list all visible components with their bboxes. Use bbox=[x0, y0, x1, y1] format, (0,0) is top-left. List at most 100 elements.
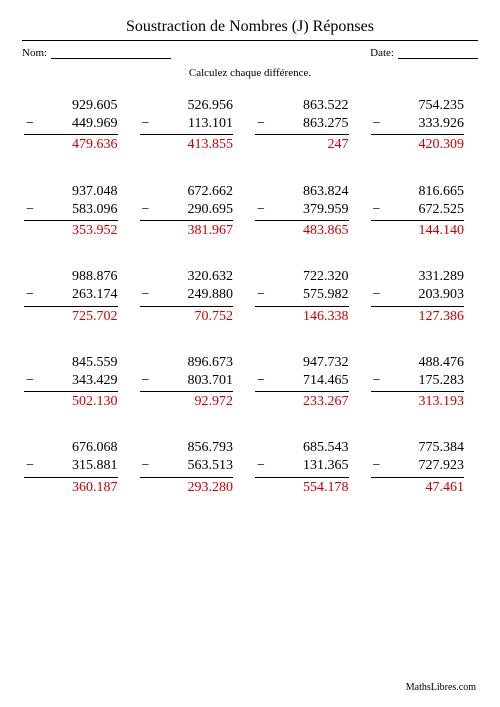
subtrahend: 714.465 bbox=[303, 372, 349, 390]
subtrahend-row: −175.283 bbox=[371, 372, 465, 392]
minuend: 320.632 bbox=[140, 268, 234, 286]
problem: 816.665−672.525144.140 bbox=[371, 183, 477, 241]
problem: 929.605−449.969479.636 bbox=[24, 97, 130, 155]
problem: 320.632−249.88070.752 bbox=[140, 268, 246, 326]
subtrahend: 290.695 bbox=[188, 201, 234, 219]
minus-sign: − bbox=[140, 286, 150, 304]
problem: 896.673−803.70192.972 bbox=[140, 354, 246, 412]
title-rule bbox=[22, 40, 478, 41]
subtrahend: 727.923 bbox=[419, 457, 465, 475]
minus-sign: − bbox=[371, 201, 381, 219]
minuend: 488.476 bbox=[371, 354, 465, 372]
answer: 420.309 bbox=[371, 136, 465, 154]
subtrahend: 175.283 bbox=[419, 372, 465, 390]
answer: 92.972 bbox=[140, 393, 234, 411]
date-label: Date: bbox=[370, 47, 394, 59]
minuend: 685.543 bbox=[255, 439, 349, 457]
minus-sign: − bbox=[140, 201, 150, 219]
minus-sign: − bbox=[140, 115, 150, 133]
subtrahend: 379.959 bbox=[303, 201, 349, 219]
problem: 863.824−379.959483.865 bbox=[255, 183, 361, 241]
minus-sign: − bbox=[255, 372, 265, 390]
subtrahend: 113.101 bbox=[188, 115, 233, 133]
problem: 488.476−175.283313.193 bbox=[371, 354, 477, 412]
answer: 47.461 bbox=[371, 479, 465, 497]
minuend: 988.876 bbox=[24, 268, 118, 286]
answer: 146.338 bbox=[255, 308, 349, 326]
subtrahend: 315.881 bbox=[72, 457, 118, 475]
subtrahend: 449.969 bbox=[72, 115, 118, 133]
answer: 293.280 bbox=[140, 479, 234, 497]
minus-sign: − bbox=[371, 457, 381, 475]
problem: 937.048−583.096353.952 bbox=[24, 183, 130, 241]
answer: 502.130 bbox=[24, 393, 118, 411]
name-label: Nom: bbox=[22, 47, 47, 59]
subtrahend: 333.926 bbox=[419, 115, 465, 133]
problem: 863.522−863.275247 bbox=[255, 97, 361, 155]
name-field: Nom: bbox=[22, 47, 171, 59]
problems-grid: 929.605−449.969479.636526.956−113.101413… bbox=[22, 97, 478, 497]
subtrahend-row: − 113.101 bbox=[140, 115, 234, 135]
page-title: Soustraction de Nombres (J) Réponses bbox=[22, 18, 478, 36]
answer: 483.865 bbox=[255, 222, 349, 240]
instruction-text: Calculez chaque différence. bbox=[22, 67, 478, 79]
problem: 947.732−714.465233.267 bbox=[255, 354, 361, 412]
subtrahend: 672.525 bbox=[419, 201, 465, 219]
subtrahend-row: −343.429 bbox=[24, 372, 118, 392]
minuend: 754.235 bbox=[371, 97, 465, 115]
minus-sign: − bbox=[371, 286, 381, 304]
answer: 725.702 bbox=[24, 308, 118, 326]
problem: 988.876− 263.174 725.702 bbox=[24, 268, 130, 326]
subtrahend-row: − 714.465 bbox=[255, 372, 349, 392]
answer: 127.386 bbox=[371, 308, 465, 326]
answer: 247 bbox=[255, 136, 349, 154]
problem: 775.384− 727.923 47.461 bbox=[371, 439, 477, 497]
problem: 331.289− 203.903 127.386 bbox=[371, 268, 477, 326]
subtrahend-row: −333.926 bbox=[371, 115, 465, 135]
problem: 856.793−563.513293.280 bbox=[140, 439, 246, 497]
minuend: 947.732 bbox=[255, 354, 349, 372]
subtrahend: 131.365 bbox=[303, 457, 349, 475]
subtrahend-row: −131.365 bbox=[255, 457, 349, 477]
minuend: 845.559 bbox=[24, 354, 118, 372]
subtrahend-row: −379.959 bbox=[255, 201, 349, 221]
minuend: 775.384 bbox=[371, 439, 465, 457]
minus-sign: − bbox=[24, 372, 34, 390]
minus-sign: − bbox=[255, 286, 265, 304]
name-blank bbox=[51, 48, 171, 59]
minuend: 331.289 bbox=[371, 268, 465, 286]
subtrahend-row: −449.969 bbox=[24, 115, 118, 135]
problem: 526.956− 113.101 413.855 bbox=[140, 97, 246, 155]
subtrahend: 203.903 bbox=[419, 286, 465, 304]
problem: 676.068−315.881360.187 bbox=[24, 439, 130, 497]
answer: 313.193 bbox=[371, 393, 465, 411]
minus-sign: − bbox=[24, 286, 34, 304]
problem: 845.559−343.429502.130 bbox=[24, 354, 130, 412]
answer: 360.187 bbox=[24, 479, 118, 497]
date-blank bbox=[398, 48, 478, 59]
subtrahend-row: − 672.525 bbox=[371, 201, 465, 221]
answer: 353.952 bbox=[24, 222, 118, 240]
subtrahend-row: − 803.701 bbox=[140, 372, 234, 392]
subtrahend: 803.701 bbox=[188, 372, 234, 390]
minuend: 526.956 bbox=[140, 97, 234, 115]
minuend: 863.522 bbox=[255, 97, 349, 115]
problem: 672.662−290.695381.967 bbox=[140, 183, 246, 241]
subtrahend-row: −315.881 bbox=[24, 457, 118, 477]
subtrahend-row: − 290.695 bbox=[140, 201, 234, 221]
subtrahend-row: −575.982 bbox=[255, 286, 349, 306]
problem: 685.543−131.365554.178 bbox=[255, 439, 361, 497]
date-field: Date: bbox=[370, 47, 478, 59]
answer: 413.855 bbox=[140, 136, 234, 154]
subtrahend-row: −583.096 bbox=[24, 201, 118, 221]
subtrahend-row: − 249.880 bbox=[140, 286, 234, 306]
footer-text: MathsLibres.com bbox=[406, 682, 476, 693]
minuend: 816.665 bbox=[371, 183, 465, 201]
minuend: 929.605 bbox=[24, 97, 118, 115]
answer: 479.636 bbox=[24, 136, 118, 154]
minus-sign: − bbox=[140, 372, 150, 390]
subtrahend: 263.174 bbox=[72, 286, 118, 304]
subtrahend: 583.096 bbox=[72, 201, 118, 219]
minuend: 722.320 bbox=[255, 268, 349, 286]
subtrahend: 249.880 bbox=[188, 286, 234, 304]
